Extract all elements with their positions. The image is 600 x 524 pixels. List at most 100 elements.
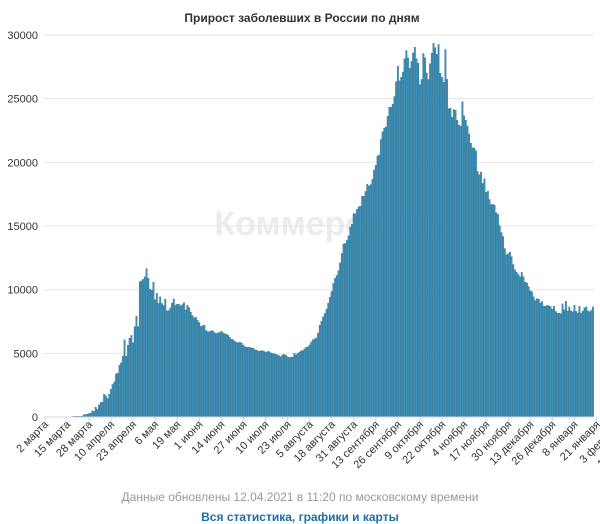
bar bbox=[171, 303, 173, 417]
update-note: Данные обновлены 12.04.2021 в 11:20 по м… bbox=[0, 490, 600, 504]
bar bbox=[336, 275, 338, 417]
bar bbox=[212, 331, 214, 417]
bar bbox=[400, 77, 402, 417]
bar bbox=[280, 357, 282, 417]
bar bbox=[360, 206, 362, 417]
bar bbox=[351, 224, 353, 417]
bar bbox=[580, 313, 582, 417]
bar bbox=[394, 96, 396, 417]
bar bbox=[327, 303, 329, 417]
bar bbox=[480, 172, 482, 417]
bar bbox=[283, 354, 285, 417]
bar bbox=[338, 271, 340, 417]
bar bbox=[210, 331, 212, 417]
bar bbox=[529, 291, 531, 417]
bar bbox=[222, 333, 224, 417]
bar bbox=[441, 77, 443, 417]
bar bbox=[165, 299, 167, 417]
bar bbox=[428, 79, 430, 417]
bar bbox=[120, 363, 122, 417]
bar bbox=[88, 414, 90, 417]
bar bbox=[370, 185, 372, 417]
bar bbox=[450, 108, 452, 417]
bar bbox=[202, 326, 204, 417]
bar bbox=[473, 148, 475, 417]
bar bbox=[142, 279, 144, 417]
bar bbox=[309, 345, 311, 417]
bar bbox=[468, 134, 470, 417]
bar bbox=[182, 305, 184, 417]
bar bbox=[455, 110, 457, 417]
bar bbox=[574, 305, 576, 417]
bar bbox=[373, 170, 375, 417]
bar bbox=[103, 394, 105, 417]
bar bbox=[402, 72, 404, 417]
bar bbox=[265, 352, 267, 417]
y-tick-label: 30000 bbox=[7, 30, 38, 42]
bar bbox=[457, 120, 459, 417]
bar bbox=[448, 109, 450, 417]
bar bbox=[227, 335, 229, 417]
bar bbox=[433, 43, 435, 417]
bar bbox=[416, 59, 418, 417]
bar bbox=[514, 270, 516, 417]
bar bbox=[271, 353, 273, 417]
bar bbox=[304, 349, 306, 417]
bar bbox=[560, 314, 562, 417]
bar bbox=[125, 356, 127, 417]
bar bbox=[344, 243, 346, 417]
bar bbox=[132, 343, 134, 417]
bar bbox=[163, 305, 165, 417]
bar bbox=[436, 54, 438, 417]
bar bbox=[273, 354, 275, 417]
bar bbox=[489, 199, 491, 417]
bar bbox=[417, 63, 419, 417]
bar bbox=[188, 308, 190, 417]
bar bbox=[299, 352, 301, 417]
bar bbox=[114, 382, 116, 417]
bar bbox=[137, 327, 139, 417]
bar bbox=[339, 263, 341, 417]
bar bbox=[205, 330, 207, 417]
bar bbox=[175, 305, 177, 417]
bar bbox=[122, 356, 124, 417]
bar bbox=[552, 309, 554, 417]
bar bbox=[244, 347, 246, 417]
bar bbox=[368, 186, 370, 417]
bar bbox=[475, 151, 477, 417]
bar bbox=[482, 183, 484, 417]
bar bbox=[263, 351, 265, 417]
bar bbox=[363, 196, 365, 417]
bar bbox=[277, 355, 279, 417]
bar bbox=[399, 81, 401, 417]
bar bbox=[266, 352, 268, 417]
bar bbox=[197, 320, 199, 417]
bar bbox=[302, 351, 304, 417]
bar bbox=[312, 340, 314, 417]
bar bbox=[159, 297, 161, 417]
bar bbox=[490, 205, 492, 417]
bar bbox=[322, 317, 324, 417]
bar bbox=[424, 58, 426, 417]
bar bbox=[170, 308, 172, 417]
bar bbox=[387, 116, 389, 417]
bar bbox=[414, 47, 416, 417]
bar bbox=[531, 292, 533, 417]
bar bbox=[519, 277, 521, 417]
bar bbox=[392, 104, 394, 417]
bar bbox=[192, 315, 194, 417]
bar bbox=[423, 53, 425, 417]
bar bbox=[553, 306, 555, 417]
bar bbox=[378, 155, 380, 417]
bar bbox=[305, 347, 307, 417]
bar bbox=[361, 196, 363, 417]
all-stats-link[interactable]: Вся статистика, графики и карты bbox=[0, 510, 600, 524]
bar bbox=[110, 389, 112, 417]
bar bbox=[453, 109, 455, 417]
bar bbox=[446, 79, 448, 417]
bar bbox=[241, 343, 243, 417]
bar bbox=[367, 184, 369, 417]
bar bbox=[207, 331, 209, 417]
bar bbox=[251, 348, 253, 417]
bar bbox=[329, 297, 331, 417]
